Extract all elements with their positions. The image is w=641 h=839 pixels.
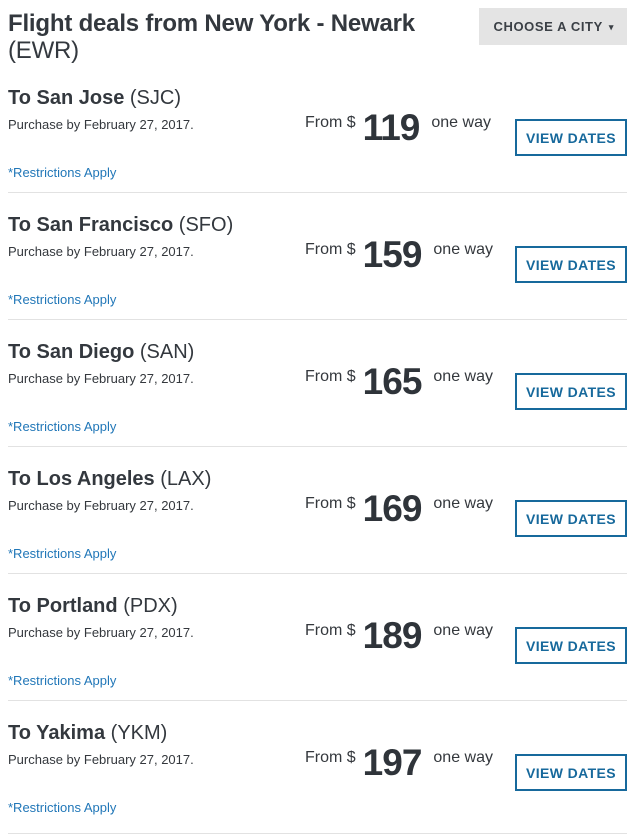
choose-city-button[interactable]: CHOOSE A CITY ▾	[479, 8, 627, 45]
page-header: Flight deals from New York - Newark (EWR…	[8, 0, 627, 66]
price-block: From $ 169 one way	[305, 488, 493, 529]
view-dates-button[interactable]: VIEW DATES	[515, 373, 627, 410]
page-title-main: Flight deals from New York - Newark	[8, 10, 415, 37]
deal-destination: To San Jose (SJC)	[8, 87, 627, 109]
restrictions-link[interactable]: *Restrictions Apply	[8, 292, 117, 307]
price-amount: 159	[362, 234, 423, 275]
purchase-by-text: Purchase by February 27, 2017.	[8, 371, 194, 386]
deal-destination: To San Francisco (SFO)	[8, 214, 627, 236]
price-block: From $ 119 one way	[305, 107, 491, 148]
restrictions-link[interactable]: *Restrictions Apply	[8, 165, 117, 180]
view-dates-button[interactable]: VIEW DATES	[515, 500, 627, 537]
price-amount: 165	[362, 361, 423, 402]
view-dates-button[interactable]: VIEW DATES	[515, 246, 627, 283]
page-title-airport-code: (EWR)	[8, 37, 79, 64]
deal-airport-code: (PDX)	[123, 595, 178, 617]
deal-city: To San Jose	[8, 87, 125, 109]
from-label: From $	[305, 114, 356, 131]
price-amount: 169	[362, 488, 423, 529]
deal-airport-code: (SJC)	[129, 87, 181, 109]
purchase-by-text: Purchase by February 27, 2017.	[8, 117, 194, 132]
price-block: From $ 159 one way	[305, 234, 493, 275]
restrictions-link[interactable]: *Restrictions Apply	[8, 673, 117, 688]
page-title: Flight deals from New York - Newark (EWR…	[8, 10, 478, 64]
deal-city: To Portland	[8, 595, 118, 617]
deal-row: To Portland (PDX) Purchase by February 2…	[8, 574, 627, 701]
from-label: From $	[305, 749, 356, 766]
view-dates-button[interactable]: VIEW DATES	[515, 754, 627, 791]
deal-destination: To San Diego (SAN)	[8, 341, 627, 363]
purchase-by-text: Purchase by February 27, 2017.	[8, 244, 194, 259]
deal-city: To San Francisco	[8, 214, 174, 236]
price-block: From $ 197 one way	[305, 742, 493, 783]
deal-airport-code: (SAN)	[139, 341, 195, 363]
fare-type-label: one way	[433, 749, 493, 766]
fare-type-label: one way	[433, 368, 493, 385]
restrictions-link[interactable]: *Restrictions Apply	[8, 546, 117, 561]
fare-type-label: one way	[433, 622, 493, 639]
deal-city: To Yakima	[8, 722, 106, 744]
deal-city: To Los Angeles	[8, 468, 155, 490]
deal-row: To San Francisco (SFO) Purchase by Febru…	[8, 193, 627, 320]
deal-airport-code: (LAX)	[160, 468, 212, 490]
price-block: From $ 189 one way	[305, 615, 493, 656]
purchase-by-text: Purchase by February 27, 2017.	[8, 498, 194, 513]
restrictions-link[interactable]: *Restrictions Apply	[8, 419, 117, 434]
fare-type-label: one way	[431, 114, 491, 131]
price-amount: 189	[362, 615, 423, 656]
from-label: From $	[305, 241, 356, 258]
from-label: From $	[305, 622, 356, 639]
deal-airport-code: (SFO)	[178, 214, 234, 236]
deal-row: To Los Angeles (LAX) Purchase by Februar…	[8, 447, 627, 574]
deal-airport-code: (YKM)	[110, 722, 168, 744]
view-dates-button[interactable]: VIEW DATES	[515, 627, 627, 664]
choose-city-label: CHOOSE A CITY	[493, 19, 603, 34]
purchase-by-text: Purchase by February 27, 2017.	[8, 752, 194, 767]
deal-destination: To Los Angeles (LAX)	[8, 468, 627, 490]
price-amount: 119	[362, 107, 421, 148]
deal-destination: To Yakima (YKM)	[8, 722, 627, 744]
view-dates-button[interactable]: VIEW DATES	[515, 119, 627, 156]
from-label: From $	[305, 368, 356, 385]
deal-row: To San Jose (SJC) Purchase by February 2…	[8, 66, 627, 193]
deal-row: To San Diego (SAN) Purchase by February …	[8, 320, 627, 447]
deal-row: To Yakima (YKM) Purchase by February 27,…	[8, 701, 627, 834]
deal-destination: To Portland (PDX)	[8, 595, 627, 617]
purchase-by-text: Purchase by February 27, 2017.	[8, 625, 194, 640]
deal-city: To San Diego	[8, 341, 135, 363]
from-label: From $	[305, 495, 356, 512]
chevron-down-icon: ▾	[608, 22, 614, 32]
price-block: From $ 165 one way	[305, 361, 493, 402]
fare-type-label: one way	[433, 241, 493, 258]
restrictions-link[interactable]: *Restrictions Apply	[8, 800, 117, 815]
price-amount: 197	[362, 742, 423, 783]
fare-type-label: one way	[433, 495, 493, 512]
